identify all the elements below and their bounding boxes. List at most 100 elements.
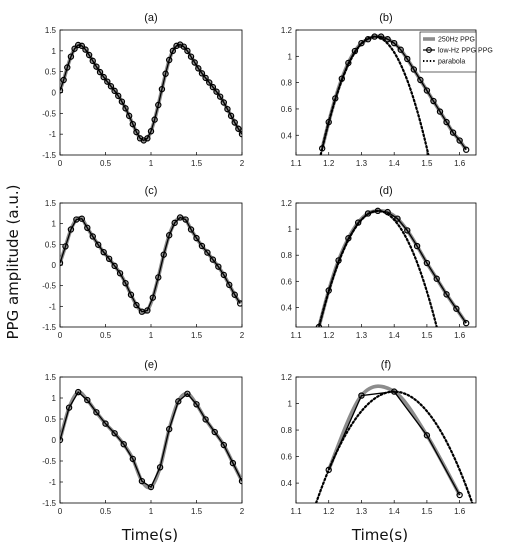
data-point <box>158 85 166 93</box>
data-point <box>224 105 231 113</box>
data-point <box>209 256 217 263</box>
data-point <box>226 281 233 289</box>
data-point <box>364 36 372 43</box>
y-tick-label: -1.5 <box>42 151 56 160</box>
data-point <box>111 87 118 95</box>
data-point <box>133 301 140 309</box>
data-point <box>138 477 146 485</box>
plot-area <box>318 33 470 155</box>
x-tick-label: 0 <box>58 507 63 516</box>
data-point <box>462 319 470 327</box>
x-tick-label: 1.5 <box>191 159 203 168</box>
series-lowhz-line <box>328 390 461 496</box>
data-point <box>144 307 151 314</box>
data-point <box>133 128 140 136</box>
data-point <box>125 112 133 120</box>
data-point <box>78 42 86 50</box>
y-tick-label: 0.5 <box>45 240 57 249</box>
data-point <box>236 300 242 307</box>
data-point <box>202 74 209 82</box>
data-point <box>89 233 96 240</box>
x-axis-label-right: Time(s) <box>351 526 408 544</box>
data-point <box>155 274 162 281</box>
plot-area <box>60 214 242 315</box>
data-point <box>377 33 385 40</box>
data-point <box>216 93 224 100</box>
data-point <box>462 146 470 153</box>
data-point <box>430 97 437 105</box>
data-point <box>332 95 339 102</box>
y-tick-label: 0.8 <box>281 426 293 435</box>
data-point <box>151 116 158 123</box>
data-point <box>60 259 64 267</box>
data-point <box>404 227 411 234</box>
data-point <box>62 243 69 250</box>
data-point <box>371 33 378 40</box>
data-point <box>96 68 104 76</box>
data-point <box>111 262 118 270</box>
y-tick-label: 1.2 <box>281 26 293 35</box>
x-axis-label-left: Time(s) <box>121 526 178 544</box>
data-point <box>220 99 227 106</box>
y-tick-label: 1 <box>288 400 293 409</box>
plot-area <box>315 207 470 327</box>
legend: 250Hz PPG low-Hz PPG PPG parabola <box>419 31 493 73</box>
x-tick-label: 1.2 <box>323 159 335 168</box>
x-tick-label: 1.6 <box>454 159 466 168</box>
data-point <box>129 120 136 128</box>
data-point <box>160 251 167 258</box>
data-point <box>209 83 217 91</box>
data-point <box>211 428 218 436</box>
data-point <box>374 207 382 215</box>
legend-label: low-Hz PPG PPG <box>438 48 493 55</box>
data-point <box>104 78 111 85</box>
data-point <box>384 208 391 216</box>
data-point <box>82 46 89 53</box>
data-point <box>215 263 222 270</box>
x-tick-label: 1 <box>149 331 154 340</box>
data-point <box>338 75 346 82</box>
series-lowhz-line <box>60 391 242 488</box>
data-point <box>193 401 200 408</box>
data-point <box>238 130 242 138</box>
data-point <box>390 388 398 395</box>
panel-title: (c) <box>145 185 158 197</box>
data-point <box>60 436 64 444</box>
y-tick-label: 0.4 <box>281 131 293 140</box>
panel-title: (d) <box>379 185 392 197</box>
data-point <box>423 432 431 439</box>
data-point <box>325 118 332 126</box>
data-point <box>206 79 213 86</box>
data-point <box>184 390 191 397</box>
data-point <box>122 279 129 287</box>
data-point <box>423 87 431 94</box>
panel-title: (b) <box>379 12 392 24</box>
y-tick-label: 0.5 <box>45 415 57 424</box>
data-point <box>102 420 109 427</box>
y-tick-label: 0.8 <box>281 79 293 88</box>
x-tick-label: 2 <box>240 507 245 516</box>
data-point <box>325 466 332 474</box>
x-tick-label: 1.4 <box>389 507 401 516</box>
y-tick-label: 1.5 <box>45 26 57 35</box>
y-tick-label: -0.5 <box>42 282 56 291</box>
data-point <box>413 242 421 250</box>
data-point <box>64 64 71 71</box>
data-point <box>118 98 126 105</box>
y-tick-label: 0.6 <box>281 277 293 286</box>
data-point <box>354 219 362 226</box>
data-point <box>318 145 326 152</box>
data-point <box>193 234 200 242</box>
data-point <box>84 396 91 404</box>
legend-label: parabola <box>438 59 465 66</box>
data-point <box>165 232 173 239</box>
y-tick-label: 1 <box>288 52 293 61</box>
panel-title: (e) <box>144 359 157 371</box>
data-point <box>315 323 323 327</box>
x-tick-label: 0.5 <box>100 159 112 168</box>
data-point <box>410 66 418 73</box>
data-point <box>345 59 352 67</box>
data-point <box>84 224 91 231</box>
plot-area <box>60 388 242 491</box>
